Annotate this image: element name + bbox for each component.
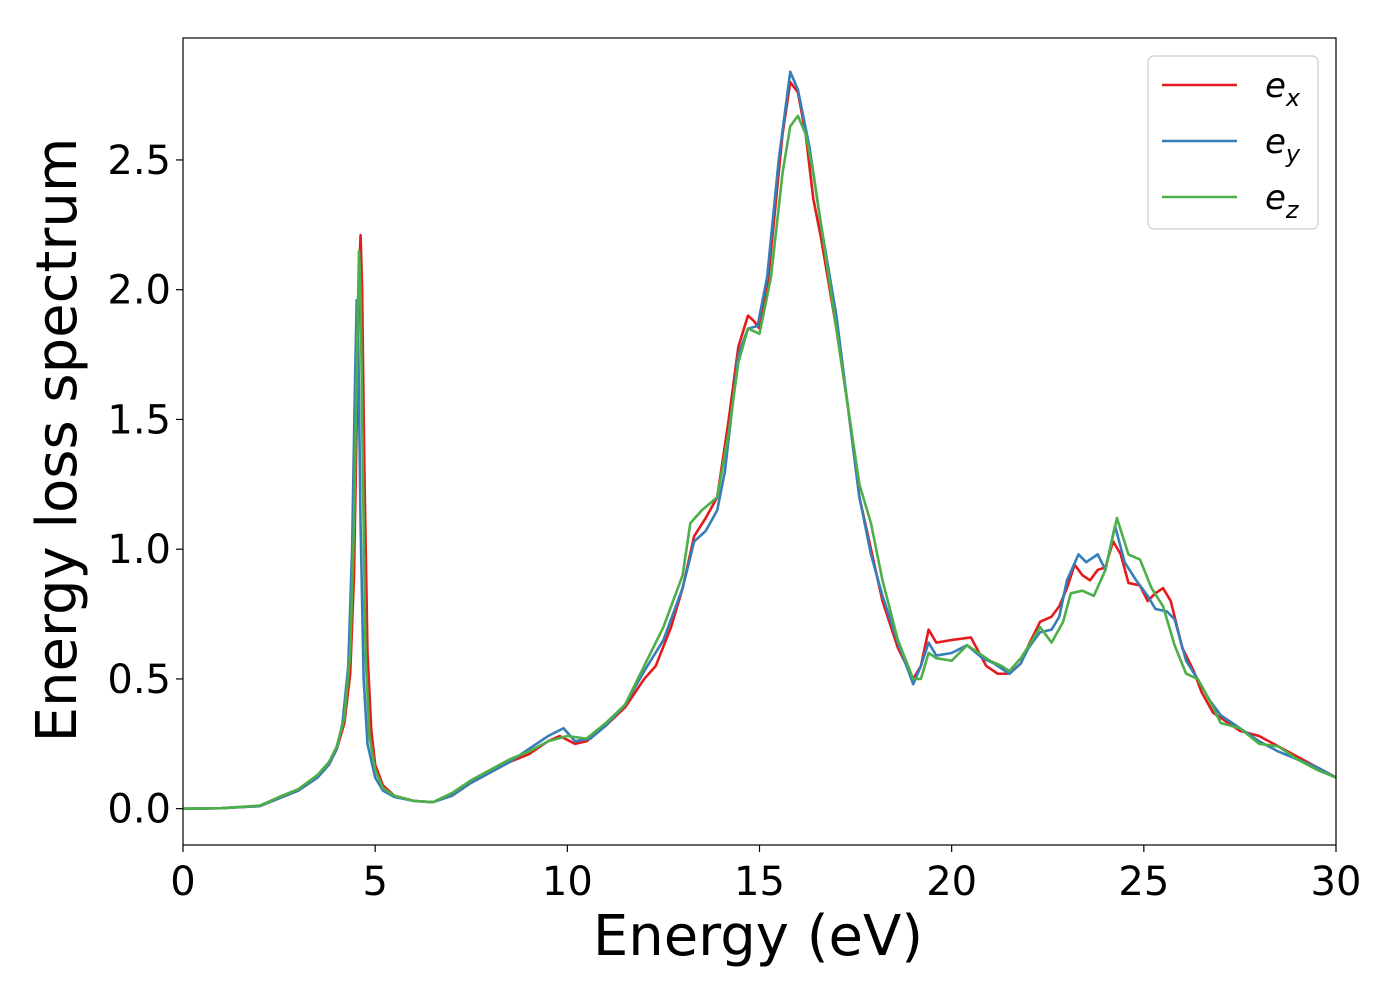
x-axis: 0 5 10 15 20 25 30 [170,845,1361,905]
plot-area [182,37,1337,846]
series-line-e-x [183,80,1336,810]
legend-label: ex [1265,66,1301,112]
x-tick-label: 25 [1118,859,1169,905]
y-tick-label: 0.0 [107,787,171,833]
x-tick-label: 30 [1311,859,1362,905]
x-tick-label: 10 [542,859,593,905]
legend-box [1147,55,1319,230]
y-tick-label: 2.5 [107,138,171,184]
y-axis: 0.0 0.5 1.0 1.5 2.0 2.5 [107,138,183,833]
series-lines [183,70,1336,810]
y-axis-label: Energy loss spectrum [25,138,90,743]
x-tick-label: 5 [362,859,387,905]
y-tick-label: 0.5 [107,657,171,703]
x-tick-label: 20 [926,859,977,905]
x-tick-label: 0 [170,859,195,905]
y-tick-label: 1.0 [107,527,171,573]
x-tick-label: 15 [734,859,785,905]
y-tick-label: 2.0 [107,268,171,314]
legend-label: ey [1265,122,1301,168]
series-line-e-y [183,70,1336,810]
legend: ex ey ez [1147,55,1319,230]
y-tick-label: 1.5 [107,397,171,443]
legend-label: ez [1265,178,1300,224]
series-line-e-z [183,114,1336,810]
x-axis-label: Energy (eV) [593,904,923,969]
